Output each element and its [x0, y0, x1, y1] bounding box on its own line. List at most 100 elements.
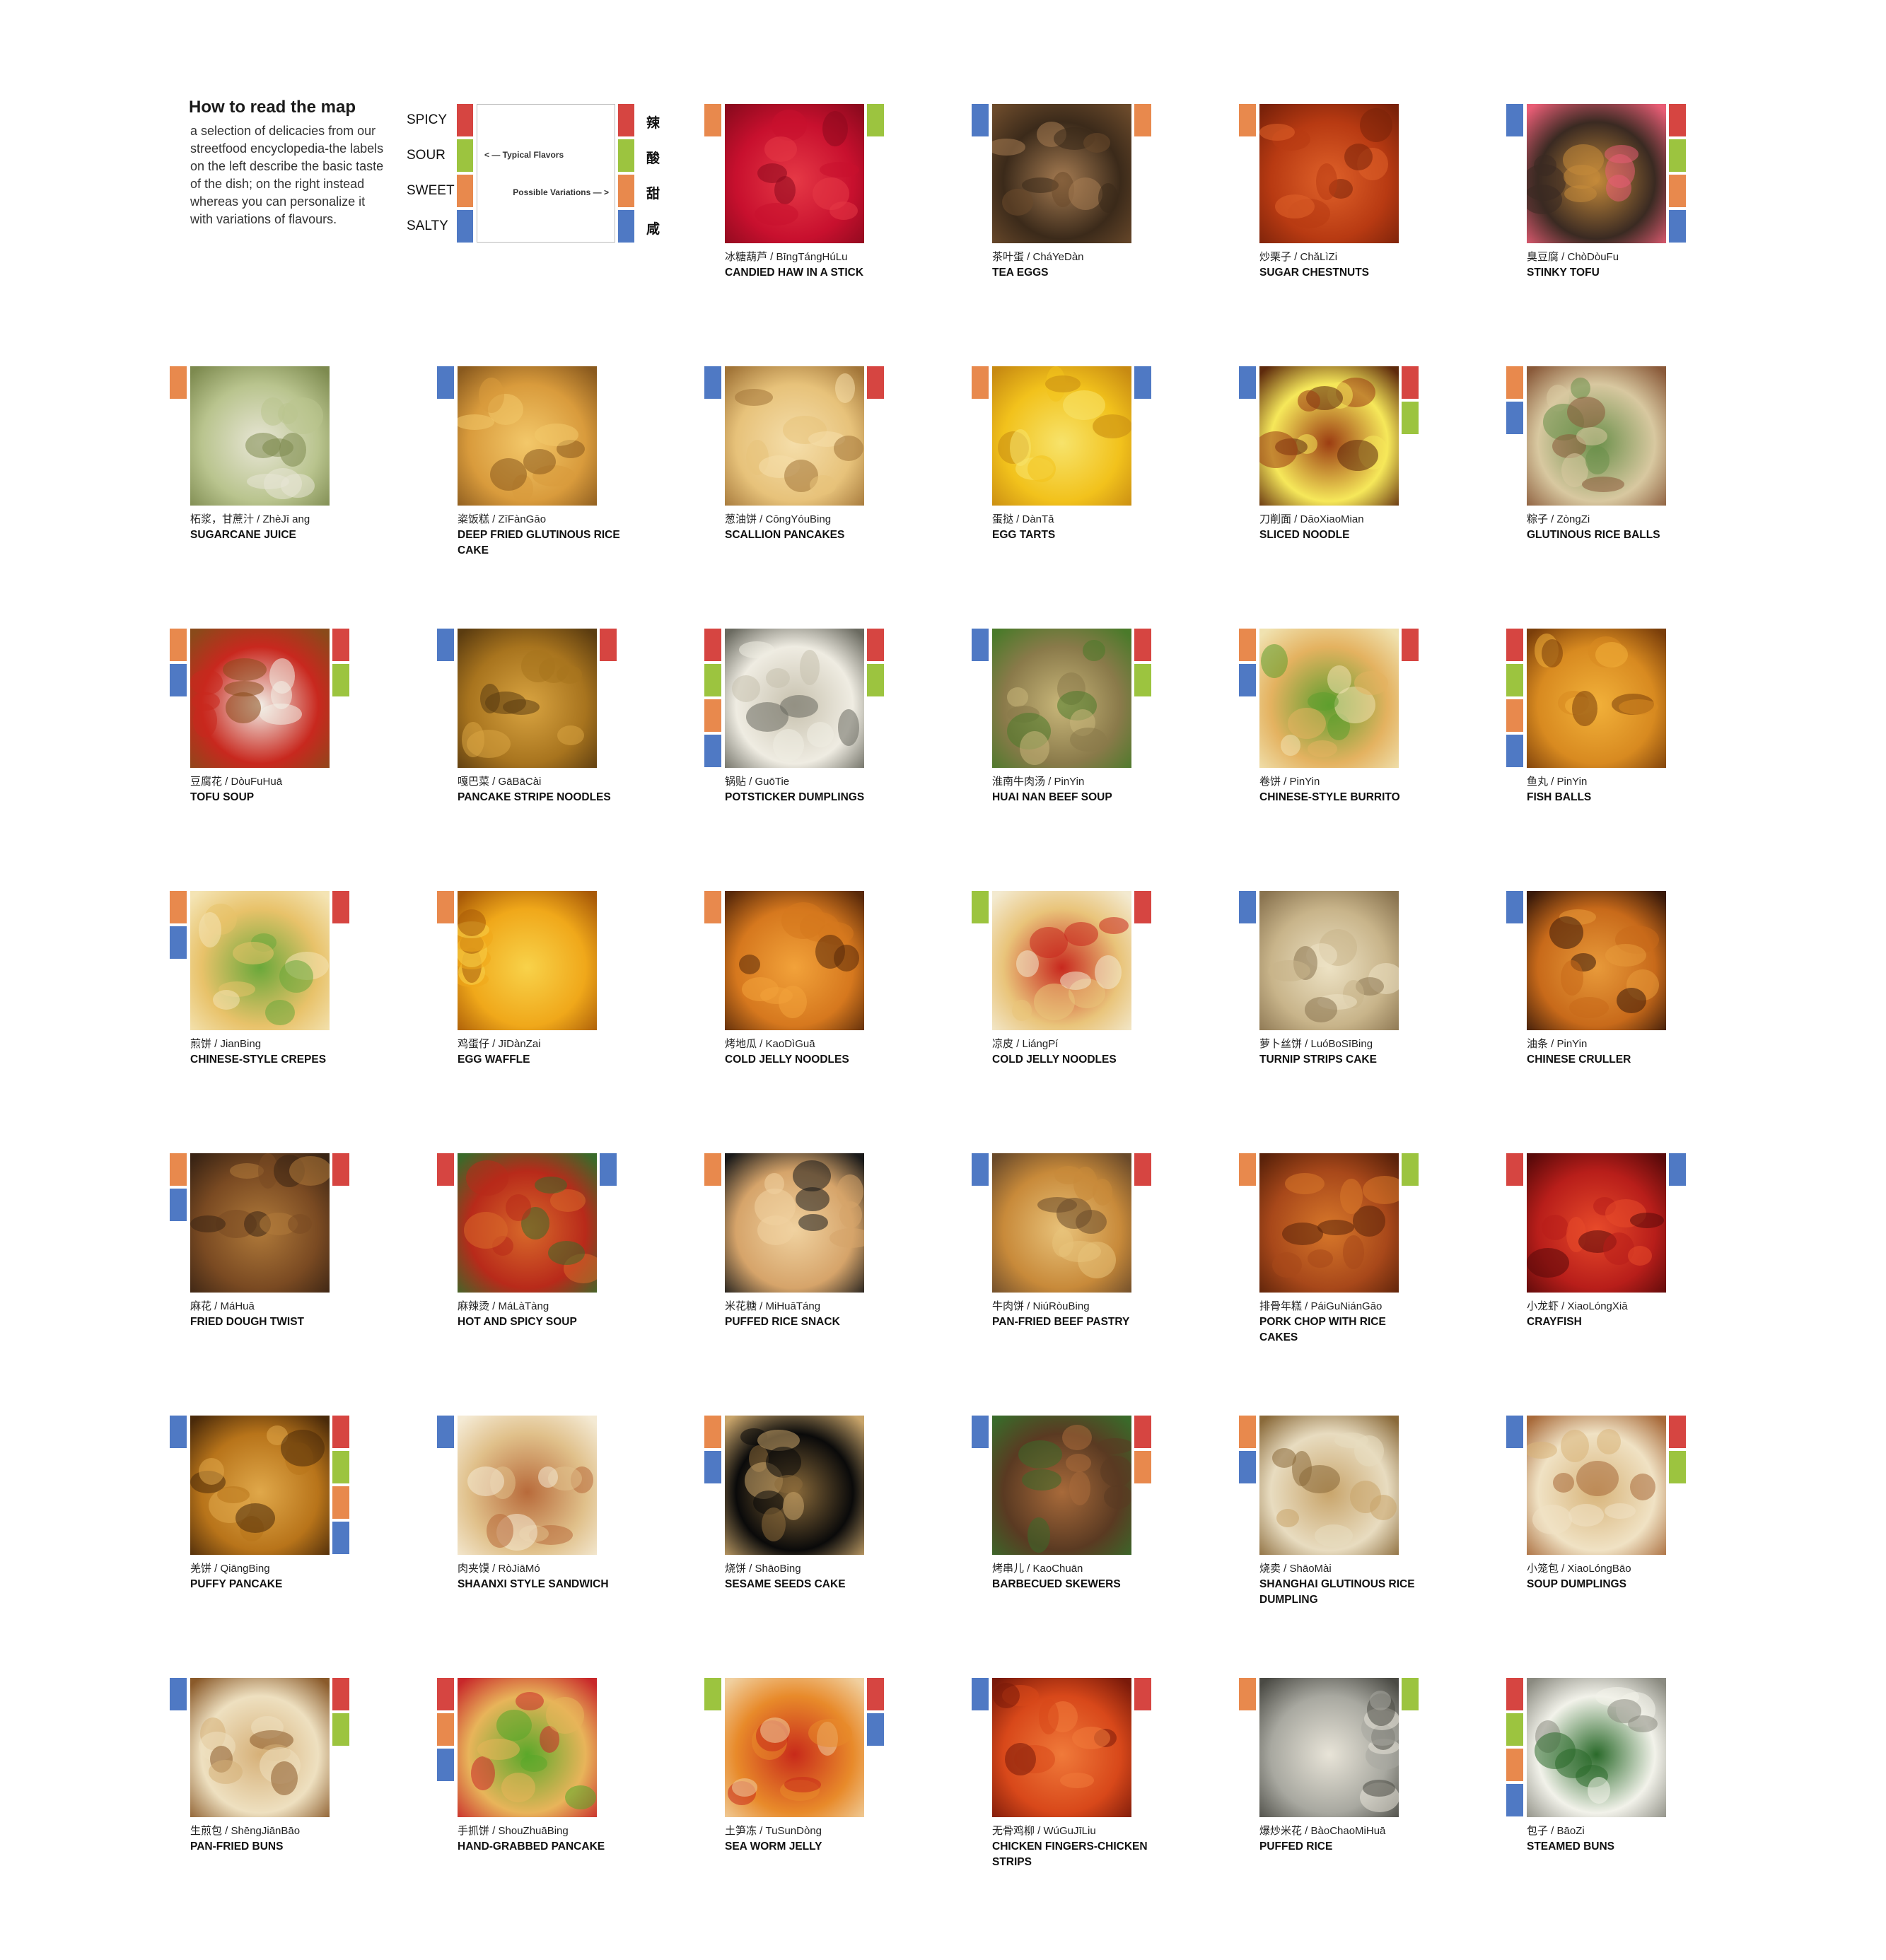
- food-card: 无骨鸡柳 / WúGuJīLiu CHICKEN FINGERS-CHICKEN …: [972, 1678, 1170, 1918]
- food-photo: [725, 1153, 864, 1293]
- food-photo-image: [190, 891, 330, 1030]
- food-photo: [458, 891, 597, 1030]
- food-photo: [725, 629, 864, 768]
- typical-flavor-tags: [1239, 104, 1256, 139]
- flavor-key-sweet: SWEET: [407, 175, 477, 207]
- variation-flavor-tags: [332, 1416, 349, 1557]
- food-photo: [725, 891, 864, 1030]
- food-card: 粽子 / ZòngZi GLUTINOUS RICE BALLS: [1506, 366, 1704, 607]
- typical-flavor-tags: [1239, 1153, 1256, 1189]
- sweet-flavor-tag: [704, 891, 721, 923]
- food-photo: [1527, 891, 1666, 1030]
- salty-flavor-tag: [437, 629, 454, 661]
- salty-flavor-tag: [170, 1678, 187, 1710]
- food-photo: [190, 1678, 330, 1817]
- salty-flavor-tag: [867, 1713, 884, 1746]
- food-photo-image: [1259, 891, 1399, 1030]
- food-name-english: SUGAR CHESTNUTS: [1259, 267, 1370, 279]
- food-card: 烧卖 / ShāoMài SHANGHAI GLUTINOUS RICE DUMP…: [1239, 1416, 1437, 1656]
- food-name-chinese: 烧卖 / ShāoMài: [1259, 1563, 1332, 1575]
- food-name-english: PUFFY PANCAKE: [190, 1578, 283, 1590]
- food-photo: [992, 104, 1131, 243]
- flavor-swatch: [457, 139, 473, 172]
- flavor-label: SWEET: [407, 183, 455, 198]
- food-photo-image: [458, 1678, 597, 1817]
- food-photo-image: [725, 891, 864, 1030]
- salty-flavor-tag: [1669, 210, 1686, 243]
- food-name-chinese: 葱油饼 / CōngYóuBing: [725, 513, 832, 525]
- food-name-english: HAND-GRABBED PANCAKE: [458, 1841, 605, 1853]
- food-card: 卷饼 / PinYin CHINESE-STYLE BURRITO: [1239, 629, 1437, 869]
- food-name-english: SCALLION PANCAKES: [725, 529, 845, 541]
- typical-flavor-tags: [1506, 366, 1523, 437]
- flavor-variation-salty: 咸: [618, 210, 668, 243]
- food-photo-image: [1259, 104, 1399, 243]
- food-photo: [190, 891, 330, 1030]
- food-photo: [1259, 891, 1399, 1030]
- food-photo-image: [1259, 1416, 1399, 1555]
- food-photo-image: [190, 1678, 330, 1817]
- sweet-flavor-tag: [972, 366, 989, 399]
- food-photo-image: [992, 1153, 1131, 1293]
- typical-flavor-tags: [1506, 1678, 1523, 1819]
- food-card: 蛋挞 / DànTǎ EGG TARTS: [972, 366, 1170, 607]
- food-card: 刀削面 / DāoXiaoMian SLICED NOODLE: [1239, 366, 1437, 607]
- salty-flavor-tag: [1506, 402, 1523, 434]
- food-card: 烤地瓜 / KaoDìGuā COLD JELLY NOODLES: [704, 891, 902, 1131]
- food-name-english: SHANGHAI GLUTINOUS RICE DUMPLING: [1259, 1578, 1415, 1606]
- salty-flavor-tag: [704, 735, 721, 767]
- food-name-english: STINKY TOFU: [1527, 267, 1600, 279]
- food-name-english: SHAANXI STYLE SANDWICH: [458, 1578, 609, 1590]
- food-name-chinese: 冰糖葫芦 / BīngTángHúLu: [725, 251, 848, 263]
- variation-flavor-tags: [332, 1678, 349, 1749]
- food-photo-image: [1527, 104, 1666, 243]
- food-photo: [1527, 1678, 1666, 1817]
- food-name-chinese: 油条 / PinYin: [1527, 1038, 1588, 1050]
- salty-flavor-tag: [437, 1416, 454, 1448]
- typical-flavor-tags: [437, 629, 454, 664]
- sour-flavor-tag: [1506, 1713, 1523, 1746]
- food-photo-image: [1259, 629, 1399, 768]
- typical-flavor-tags: [1506, 1153, 1523, 1189]
- sweet-flavor-tag: [1134, 1451, 1151, 1483]
- food-photo-image: [458, 366, 597, 506]
- flavor-key-salty: SALTY: [407, 210, 477, 243]
- salty-flavor-tag: [1669, 1153, 1686, 1186]
- food-photo: [190, 629, 330, 768]
- flavor-label: SOUR: [407, 148, 446, 163]
- food-name-english: CRAYFISH: [1527, 1316, 1582, 1328]
- variation-flavor-tags: [1669, 104, 1686, 245]
- food-name-chinese: 排骨年糕 / PáiGuNiánGāo: [1259, 1300, 1383, 1312]
- food-photo: [725, 1416, 864, 1555]
- food-card: 小龙虾 / XiaoLóngXiā CRAYFISH: [1506, 1153, 1704, 1394]
- food-name-chinese: 手抓饼 / ShouZhuāBing: [458, 1825, 569, 1837]
- food-name-chinese: 刀削面 / DāoXiaoMian: [1259, 513, 1364, 525]
- food-photo-image: [1527, 629, 1666, 768]
- sweet-flavor-tag: [1239, 104, 1256, 136]
- spicy-flavor-tag: [332, 1153, 349, 1186]
- variation-flavor-tags: [332, 1153, 349, 1189]
- spicy-flavor-tag: [332, 891, 349, 923]
- spicy-flavor-tag: [437, 1678, 454, 1710]
- sour-flavor-tag: [332, 1713, 349, 1746]
- food-name-english: HUAI NAN BEEF SOUP: [992, 791, 1112, 803]
- sweet-flavor-tag: [1506, 1749, 1523, 1781]
- typical-flavor-tags: [972, 1416, 989, 1451]
- food-name-english: PUFFED RICE SNACK: [725, 1316, 840, 1328]
- typical-flavor-tags: [1239, 1416, 1256, 1486]
- variation-flavor-tags: [1134, 1678, 1151, 1713]
- sweet-flavor-tag: [170, 1153, 187, 1186]
- food-photo: [1527, 104, 1666, 243]
- food-photo-image: [1527, 366, 1666, 506]
- flavor-swatch: [618, 175, 634, 207]
- salty-flavor-tag: [170, 664, 187, 696]
- food-photo-image: [725, 629, 864, 768]
- variation-flavor-tags: [1134, 1153, 1151, 1189]
- food-photo: [1527, 629, 1666, 768]
- typical-flavor-tags: [437, 1678, 454, 1784]
- spicy-flavor-tag: [1506, 1678, 1523, 1710]
- food-card: 羌饼 / QiāngBing PUFFY PANCAKE: [170, 1416, 368, 1656]
- salty-flavor-tag: [437, 1749, 454, 1781]
- food-photo: [190, 1416, 330, 1555]
- food-card: 手抓饼 / ShouZhuāBing HAND-GRABBED PANCAKE: [437, 1678, 635, 1918]
